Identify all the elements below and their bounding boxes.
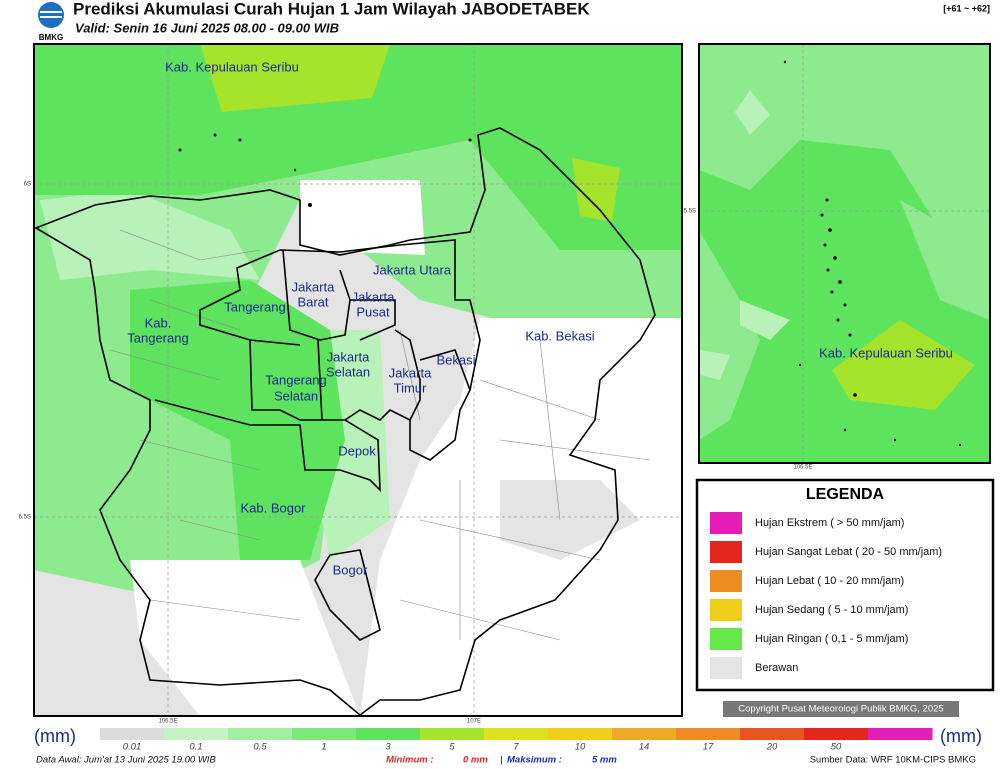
region-label: Kab. Bogor [240, 500, 306, 515]
colorbar: (mm) (mm) 0.01 0.1 0.5 1 3 5 7 10 14 17 20 50 [34, 726, 982, 753]
region-label: Jakarta [389, 365, 432, 380]
colorbar-tick: 14 [639, 742, 650, 753]
region-label: Kab. Kepulauan Seribu [165, 59, 299, 74]
region-label: Jakarta Utara [373, 262, 452, 277]
grid-label: 6S [24, 182, 31, 188]
region-label: Tangerang [224, 299, 285, 314]
grid-label: 106.5E [793, 465, 812, 471]
colorbar-unit: (mm) [940, 726, 982, 746]
region-label: Bekasi [436, 352, 475, 367]
region-label: Tangerang [127, 330, 188, 345]
max-value: 5 mm [592, 755, 617, 766]
main-map: Kab. Kepulauan Seribu Jakarta Utara Jaka… [19, 43, 683, 725]
colorbar-segment [164, 728, 229, 740]
region-label: Kab. Bekasi [525, 328, 594, 343]
data-awal: Data Awal: Jum'at 13 Juni 2025 19.00 WIB [36, 755, 216, 766]
colorbar-tick: 17 [703, 742, 714, 753]
colorbar-segment [676, 728, 741, 740]
region-label: Tangerang [265, 372, 326, 387]
colorbar-tick: 5 [449, 742, 455, 753]
region-label: Jakarta [292, 279, 335, 294]
grid-label: 106.5E [158, 719, 177, 725]
separator: | [500, 755, 502, 766]
legend-label: Berawan [755, 662, 798, 674]
colorbar-tick: 0.01 [123, 742, 142, 753]
colorbar-tick: 50 [831, 742, 842, 753]
legend-label: Hujan Lebat ( 10 - 20 mm/jam) [755, 575, 904, 587]
colorbar-segment [356, 728, 421, 740]
colorbar-segment [804, 728, 869, 740]
min-value: 0 mm [463, 755, 488, 766]
region-label: Selatan [274, 388, 318, 403]
grid-label: 107E [467, 719, 481, 725]
colorbar-tick: 10 [575, 742, 586, 753]
colorbar-tick: 3 [385, 742, 391, 753]
colorbar-tick: 0.1 [189, 742, 202, 753]
region-label: Pusat [356, 304, 390, 319]
legend-label: Hujan Ekstrem ( > 50 mm/jam) [755, 517, 904, 529]
legend-title: LEGENDA [806, 486, 885, 503]
legend-swatch [710, 599, 742, 621]
inset-map: Kab. Kepulauan Seribu 5.5S 106.5E [684, 43, 991, 471]
grid-label: 6.5S [19, 515, 31, 521]
islands [783, 60, 962, 447]
colorbar-segment [292, 728, 357, 740]
colorbar-segment [612, 728, 677, 740]
islands [178, 133, 472, 207]
colorbar-tick: 0.5 [253, 742, 267, 753]
code: [+61 ~ +62] [943, 3, 990, 13]
region-label: Selatan [326, 364, 370, 379]
colorbar-tick: 7 [513, 742, 519, 753]
region-label: Kab. [145, 315, 172, 330]
logo: BMKG [38, 2, 64, 42]
region-label: Jakarta [352, 289, 395, 304]
source: Sumber Data: WRF 10KM-CIPS BMKG [810, 755, 976, 766]
legend-swatch [710, 570, 742, 592]
copyright: Copyright Pusat Meteorologi Publik BMKG,… [738, 704, 943, 715]
colorbar-tick: 20 [766, 742, 778, 753]
grid-label: 5.5S [684, 209, 696, 215]
legend-label: Hujan Sedang ( 5 - 10 mm/jam) [755, 604, 908, 616]
legend-swatch [710, 512, 742, 534]
region-label: Depok [338, 443, 376, 458]
region-label: Jakarta [327, 349, 370, 364]
legend-label: Hujan Ringan ( 0,1 - 5 mm/jam) [755, 633, 908, 645]
legend-swatch [710, 541, 742, 563]
min-label: Minimum : [386, 755, 434, 766]
colorbar-tick: 1 [321, 742, 326, 753]
legend-label: Hujan Sangat Lebat ( 20 - 50 mm/jam) [755, 546, 942, 558]
legend-swatch [710, 628, 742, 650]
colorbar-unit: (mm) [34, 726, 76, 746]
region-label: Barat [297, 294, 328, 309]
legend-swatch [710, 657, 742, 679]
copyright-box [723, 701, 959, 717]
colorbar-segment [740, 728, 805, 740]
colorbar-segment [228, 728, 293, 740]
max-label: Maksimum : [507, 755, 562, 766]
colorbar-segment [484, 728, 549, 740]
colorbar-segment [420, 728, 485, 740]
region-label: Bogor [333, 562, 368, 577]
title: Prediksi Akumulasi Curah Hujan 1 Jam Wil… [73, 0, 590, 18]
region-label: Kab. Kepulauan Seribu [819, 345, 953, 360]
valid-time: Valid: Senin 16 Juni 2025 08.00 - 09.00 … [75, 20, 339, 35]
logo-text: BMKG [39, 33, 63, 42]
colorbar-segment [868, 728, 933, 740]
colorbar-segment [548, 728, 613, 740]
region-label: Timur [394, 380, 427, 395]
colorbar-segment [100, 728, 165, 740]
legend: LEGENDA Hujan Ekstrem ( > 50 mm/jam) Huja… [695, 478, 995, 692]
